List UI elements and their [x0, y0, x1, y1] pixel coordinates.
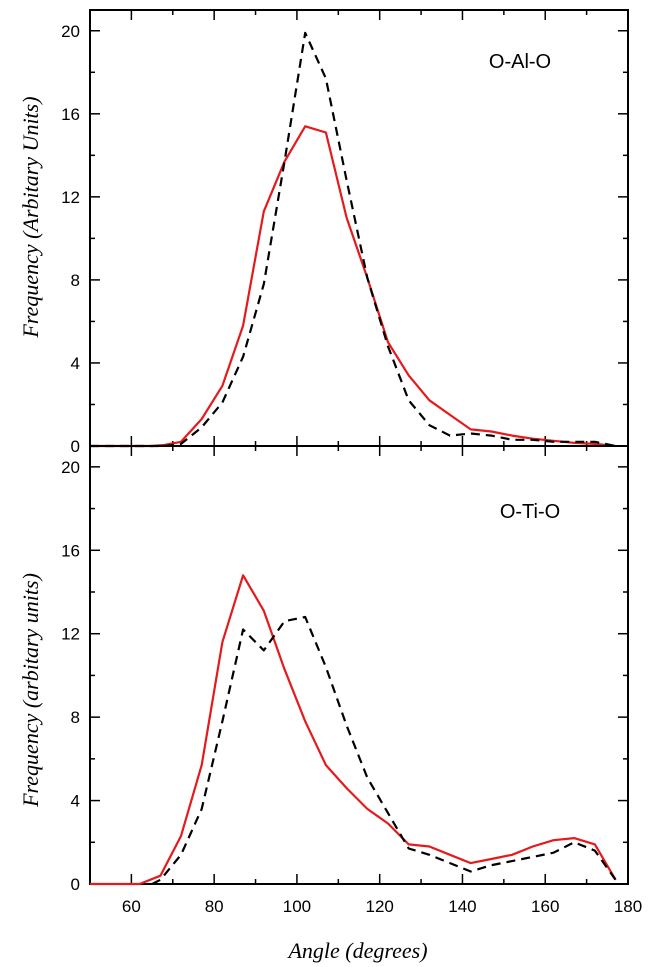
x-tick-label: 180	[614, 897, 642, 916]
y-tick-label: 0	[71, 437, 80, 456]
x-axis-title: Angle (degrees)	[286, 938, 427, 963]
x-tick-label: 100	[283, 897, 311, 916]
panel-annotation: O-Al-O	[489, 51, 551, 73]
y-tick-label: 4	[71, 792, 80, 811]
series-line-solid	[90, 125, 616, 448]
x-tick-label: 60	[122, 897, 141, 916]
y-tick-label: 8	[71, 708, 80, 727]
y-tick-label: 20	[61, 22, 80, 41]
y-axis-title: Frequency (Arbitary Units)	[18, 96, 43, 338]
panel-o-al-o: 0 4 8 12 16 20 O-Al-O Frequency (Arbitary Units…	[18, 9, 629, 456]
x-tick-label: 120	[366, 897, 394, 916]
series-line-solid	[90, 574, 617, 886]
y-tick-label: 8	[71, 271, 80, 290]
y-tick-label: 4	[71, 354, 80, 373]
y-tick-label: 12	[61, 625, 80, 644]
x-tick-label: 80	[205, 897, 224, 916]
y-tick-label: 16	[61, 541, 80, 560]
y-tick-label: 20	[61, 458, 80, 477]
x-tick-label: 160	[531, 897, 559, 916]
y-tick-label: 0	[71, 875, 80, 894]
series-line-dashed	[151, 615, 617, 885]
y-axis-title: Frequency (arbitary units)	[18, 573, 43, 808]
x-tick-label: 140	[448, 897, 476, 916]
y-tick-label: 16	[61, 105, 80, 124]
y-tick-label: 12	[61, 188, 80, 207]
plot-frame	[89, 9, 629, 447]
panel-annotation: O-Ti-O	[500, 501, 560, 523]
plot-frame	[89, 445, 629, 885]
panel-o-ti-o: 0 4 8 12 16 20 60 80 100 120 140 160 180 O-Ti-O Freque…	[18, 445, 642, 916]
series-line-dashed	[90, 31, 616, 448]
